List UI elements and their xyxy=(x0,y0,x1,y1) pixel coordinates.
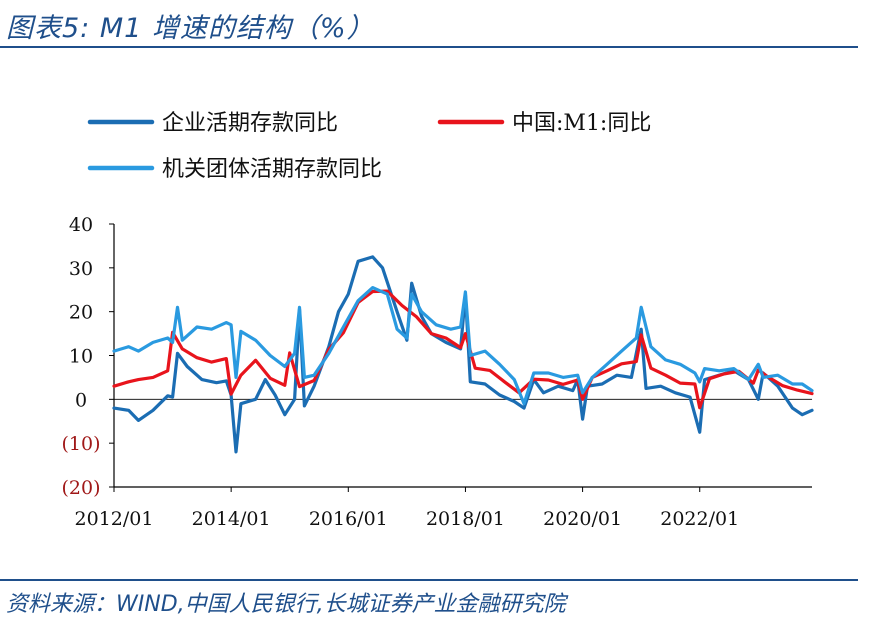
figure-title: 图表5: M1 增速的结构（%） xyxy=(6,13,375,44)
source-note: 资料来源：WIND,中国人民银行,长城证券产业金融研究院 xyxy=(6,592,566,617)
source-divider xyxy=(0,579,858,581)
series-line-1 xyxy=(112,289,814,410)
chart-lines xyxy=(112,255,814,454)
y-tick-label: (20) xyxy=(61,477,100,499)
y-tick-label: 40 xyxy=(69,214,93,236)
y-tick-label: 0 xyxy=(75,389,87,411)
y-tick-label: (10) xyxy=(61,433,100,455)
x-tick-label: 2016/01 xyxy=(309,508,388,530)
y-tick-label: 30 xyxy=(69,258,93,280)
legend-label-2: 机关团体活期存款同比 xyxy=(162,157,382,182)
y-tick-label: 20 xyxy=(69,302,93,324)
series-line-0 xyxy=(112,255,814,454)
series-line-2 xyxy=(112,286,814,406)
legend-label-1: 中国:M1:同比 xyxy=(512,111,651,136)
title-divider xyxy=(0,46,858,48)
legend-label-0: 企业活期存款同比 xyxy=(162,111,338,136)
x-tick-label: 2020/01 xyxy=(543,508,622,530)
x-tick-label: 2012/01 xyxy=(75,508,154,530)
y-tick-label: 10 xyxy=(69,346,93,368)
chart-axes: 40 30 20 10 0 (10) (20) 2012/01 2014/01 2016/01 20… xyxy=(61,214,812,530)
x-tick-label: 2018/01 xyxy=(426,508,505,530)
x-tick-label: 2014/01 xyxy=(192,508,271,530)
x-tick-label: 2022/01 xyxy=(660,508,739,530)
